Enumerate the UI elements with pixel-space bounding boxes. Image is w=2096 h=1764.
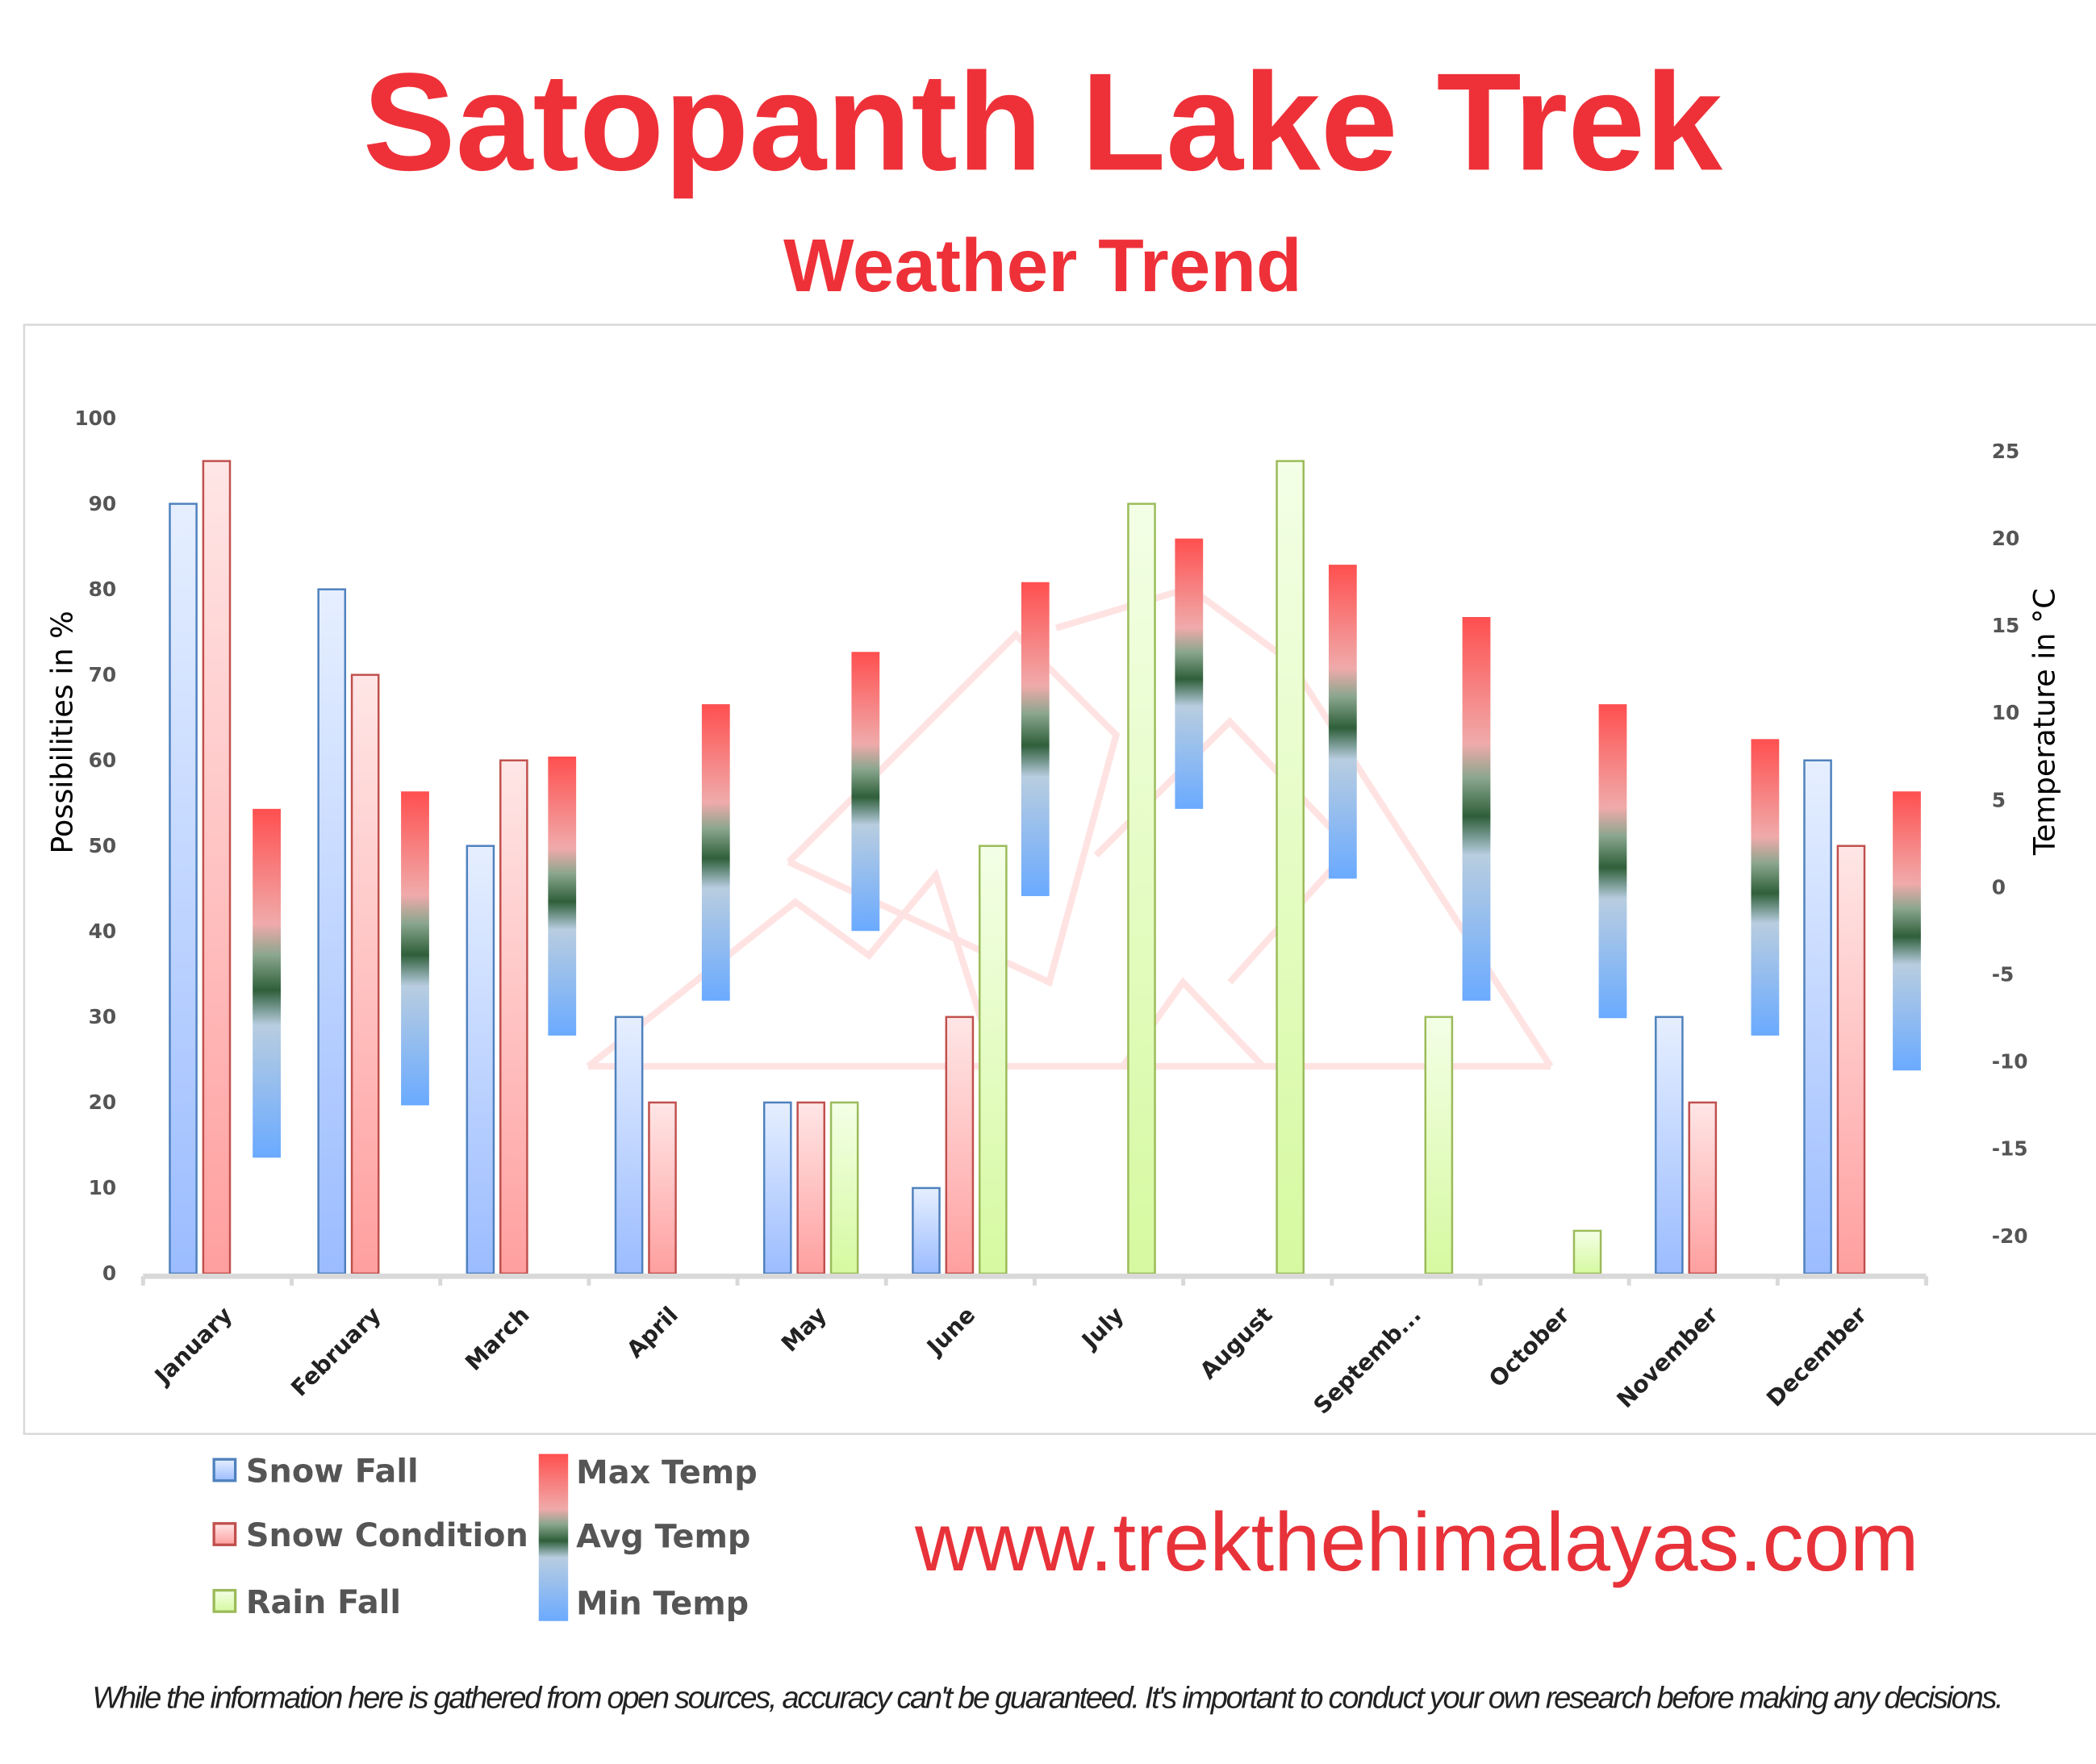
- legend-label-rain-fall: Rain Fall: [246, 1584, 401, 1621]
- bar-rain-fall: [1276, 460, 1305, 1275]
- y-tick-label: 100: [74, 407, 116, 430]
- disclaimer: While the information here is gathered f…: [92, 1681, 2003, 1715]
- bar-snow-condition: [1688, 1101, 1718, 1275]
- legend-swatch-rain-fall: [212, 1588, 237, 1613]
- y2-axis-label: Temperature in °C: [2027, 588, 2062, 856]
- y2-tick-label: 5: [1992, 788, 2006, 811]
- legend-label-max-temp: Max Temp: [576, 1454, 758, 1491]
- y-tick-label: 80: [89, 578, 117, 601]
- bar-snow-fall: [762, 1101, 792, 1275]
- y-tick-label: 10: [89, 1176, 117, 1199]
- bar-temperature-range: [1021, 582, 1050, 896]
- y2-tick-label: -10: [1992, 1050, 2028, 1074]
- y2-tick-label: 0: [1992, 875, 2006, 899]
- bar-snow-fall: [912, 1186, 941, 1275]
- y2-tick-label: 25: [1992, 440, 2020, 463]
- y-tick-label: 90: [89, 492, 117, 515]
- bar-rain-fall: [1572, 1229, 1602, 1275]
- bar-snow-fall: [169, 503, 198, 1275]
- legend-swatch-snow-fall: [212, 1457, 237, 1483]
- bar-snow-condition: [350, 673, 380, 1275]
- bar-temperature-range: [401, 791, 429, 1106]
- y-tick-label: 30: [89, 1005, 117, 1028]
- page-subtitle: Weather Trend: [783, 223, 1302, 307]
- legend-label-avg-temp: Avg Temp: [576, 1519, 750, 1556]
- y-tick-label: 0: [102, 1261, 116, 1285]
- y2-tick-label: 15: [1992, 614, 2020, 637]
- bar-snow-condition: [648, 1101, 677, 1275]
- bar-snow-condition: [202, 460, 232, 1275]
- bar-snow-condition: [499, 759, 528, 1275]
- y2-tick-label: -5: [1992, 963, 2015, 986]
- y-tick-label: 60: [89, 749, 117, 772]
- bar-rain-fall: [978, 844, 1008, 1275]
- bar-snow-fall: [614, 1015, 644, 1275]
- legend-label-snow-condition: Snow Condition: [246, 1517, 528, 1554]
- bar-temperature-range: [1598, 704, 1627, 1019]
- bar-rain-fall: [829, 1101, 859, 1275]
- y-axis-label: Possibilities in %: [45, 611, 80, 853]
- y-tick-label: 20: [89, 1091, 117, 1114]
- bar-rain-fall: [1424, 1015, 1454, 1275]
- legend-swatch-snow-condition: [212, 1522, 237, 1546]
- bar-temperature-range: [1893, 791, 1921, 1071]
- y-tick-label: 50: [89, 834, 117, 857]
- y2-tick-label: 10: [1992, 701, 2020, 724]
- bar-rain-fall: [1127, 503, 1156, 1275]
- bar-snow-fall: [317, 588, 347, 1275]
- bar-snow-fall: [1655, 1015, 1684, 1275]
- bar-snow-fall: [1803, 759, 1832, 1275]
- bar-temperature-range: [548, 756, 577, 1036]
- legend-swatch-temp: [538, 1453, 569, 1621]
- bar-snow-condition: [796, 1101, 826, 1275]
- y2-tick-label: -20: [1992, 1224, 2028, 1248]
- bar-temperature-range: [701, 704, 730, 1001]
- bar-snow-condition: [1836, 844, 1866, 1275]
- legend: Snow Fall Snow Condition Rain Fall Max T…: [212, 1453, 758, 1622]
- bar-temperature-range: [1328, 565, 1357, 879]
- bar-snow-condition: [945, 1015, 975, 1275]
- y-tick-label: 70: [89, 663, 117, 686]
- website-url[interactable]: www.trekthehimalayas.com: [914, 1495, 1919, 1588]
- bar-temperature-range: [1462, 616, 1491, 1001]
- bar-temperature-range: [1175, 538, 1204, 809]
- legend-label-snow-fall: Snow Fall: [246, 1453, 419, 1490]
- y2-tick-label: -15: [1992, 1137, 2028, 1161]
- page-title: Satopanth Lake Trek: [363, 44, 1722, 199]
- bar-temperature-range: [851, 652, 880, 932]
- y-tick-label: 40: [89, 920, 117, 943]
- bars-layer: [169, 460, 1921, 1275]
- legend-label-min-temp: Min Temp: [576, 1585, 749, 1622]
- bar-temperature-range: [253, 808, 281, 1158]
- y2-tick-label: 20: [1992, 527, 2020, 550]
- bar-snow-fall: [466, 844, 495, 1275]
- bar-temperature-range: [1751, 739, 1780, 1036]
